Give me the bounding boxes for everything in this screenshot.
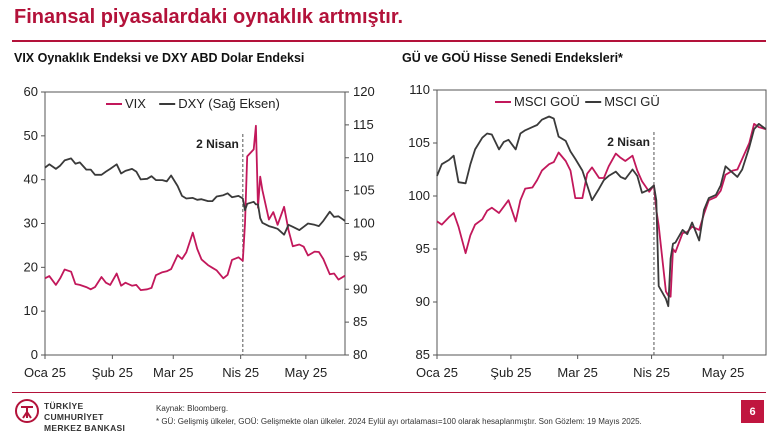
- y-right-tick-label: 95: [353, 248, 367, 263]
- legend-label-1: MSCI GÜ: [604, 94, 660, 109]
- y-right-tick-label: 90: [353, 281, 367, 296]
- legend-label-0: MSCI GOÜ: [514, 94, 580, 109]
- x-tick-label: Şub 25: [92, 365, 133, 380]
- footer-divider: [12, 392, 766, 393]
- series-line-1: [44, 157, 346, 236]
- x-tick-label: Şub 25: [490, 365, 531, 380]
- annotation-label: 2 Nisan: [196, 137, 239, 151]
- series-line-1: [436, 115, 767, 308]
- slide-title: Finansal piyasalardaki oynaklık artmıştı…: [14, 6, 404, 28]
- source-text: Kaynak: Bloomberg.: [156, 404, 229, 413]
- title-divider: [12, 40, 766, 42]
- y-tick-label: 105: [408, 135, 430, 150]
- y-right-tick-label: 110: [353, 150, 374, 165]
- y-right-tick-label: 85: [353, 314, 367, 329]
- y-tick-label: 0: [31, 347, 38, 362]
- y-right-tick-label: 115: [353, 117, 374, 132]
- y-tick-label: 85: [416, 347, 430, 362]
- series-line-0: [436, 123, 767, 298]
- y-tick-label: 10: [24, 303, 38, 318]
- y-right-tick-label: 105: [353, 183, 375, 198]
- y-tick-label: 40: [24, 172, 38, 187]
- msci-chart: 85 90 95 100 105 110 Oca 25 Şub 25 Mar 25 Nis 25 M…: [408, 82, 767, 380]
- legend-label-0: VIX: [125, 96, 146, 111]
- y-tick-label: 110: [409, 82, 430, 97]
- x-tick-label: May 25: [285, 365, 328, 380]
- footnote-text: * GÜ: Gelişmiş ülkeler, GOÜ: Gelişmekte …: [156, 417, 642, 426]
- legend-label-1: DXY (Sağ Eksen): [178, 96, 280, 111]
- x-tick-label: Nis 25: [633, 365, 670, 380]
- y-tick-label: 90: [416, 294, 430, 309]
- x-tick-label: Mar 25: [153, 365, 193, 380]
- vix-dxy-chart: 0 10 20 30 40 50 60 80 85 90 95 100 105 110 115 120 Oca …: [24, 84, 375, 380]
- series-line-0: [44, 124, 346, 292]
- x-tick-label: Oca 25: [416, 365, 458, 380]
- y-right-tick-label: 100: [353, 216, 375, 231]
- logo-line-1: TÜRKİYE CUMHURİYET: [44, 401, 104, 422]
- x-tick-label: May 25: [702, 365, 745, 380]
- x-tick-label: Nis 25: [222, 365, 259, 380]
- logo-line-2: MERKEZ BANKASI: [44, 423, 126, 433]
- y-tick-label: 95: [416, 241, 430, 256]
- left-chart-title: VIX Oynaklık Endeksi ve DXY ABD Dolar En…: [14, 51, 305, 65]
- y-right-tick-label: 80: [353, 347, 367, 362]
- cbrt-emblem-icon: [15, 399, 39, 423]
- y-tick-label: 30: [24, 216, 38, 231]
- page-number-badge: 6: [741, 400, 764, 423]
- x-tick-label: Oca 25: [24, 365, 66, 380]
- cbrt-logo: TÜRKİYE CUMHURİYET MERKEZ BANKASI: [14, 398, 136, 433]
- y-tick-label: 100: [408, 188, 430, 203]
- right-chart-title: GÜ ve GOÜ Hisse Senedi Endeksleri*: [402, 51, 623, 65]
- y-tick-label: 20: [24, 259, 38, 274]
- x-tick-label: Mar 25: [557, 365, 597, 380]
- y-tick-label: 60: [24, 84, 38, 99]
- y-tick-label: 50: [24, 128, 38, 143]
- y-right-tick-label: 120: [353, 84, 375, 99]
- annotation-label: 2 Nisan: [607, 135, 650, 149]
- plot-frame: [436, 89, 767, 356]
